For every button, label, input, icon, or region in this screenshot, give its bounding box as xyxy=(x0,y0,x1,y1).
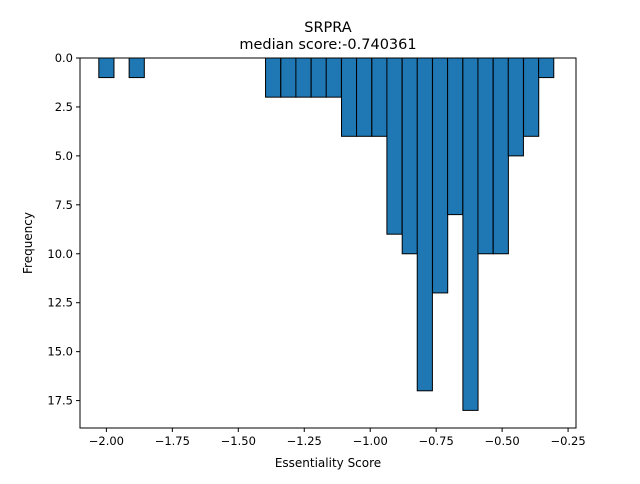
histogram-bar xyxy=(265,57,282,98)
x-tick-label: −0.75 xyxy=(419,434,454,448)
histogram-bar xyxy=(401,57,418,255)
x-tick-label: −1.00 xyxy=(353,434,388,448)
x-tick-label: −1.25 xyxy=(287,434,322,448)
x-tick-label: −2.00 xyxy=(89,434,124,448)
y-tick-label: 7.5 xyxy=(55,198,73,212)
histogram-bar xyxy=(295,57,312,98)
histogram-bar xyxy=(492,57,509,255)
y-tick-label: 5.0 xyxy=(55,149,73,163)
x-tick-label: −1.50 xyxy=(221,434,256,448)
histogram-bar xyxy=(98,57,115,79)
x-axis-label: Essentiality Score xyxy=(275,456,381,470)
histogram-bar xyxy=(432,57,449,294)
y-tick-label: 10.0 xyxy=(47,247,73,261)
histogram-bar xyxy=(128,57,145,79)
x-axis: −2.00 −1.75 −1.50 −1.25 −1.00 −0.75 −0.50 −0.25 xyxy=(89,428,586,448)
y-tick-label: 12.5 xyxy=(47,296,73,310)
histogram-bar xyxy=(462,57,479,411)
histogram-bar xyxy=(280,57,297,98)
chart-title: SRPRA xyxy=(304,20,352,36)
x-tick-label: −0.25 xyxy=(550,434,585,448)
histogram-bar xyxy=(356,57,373,137)
y-tick-label: 2.5 xyxy=(55,100,73,114)
histogram-bar xyxy=(386,57,403,235)
chart-subtitle: median score:-0.740361 xyxy=(239,37,416,53)
histogram-bar xyxy=(507,57,524,157)
y-tick-label: 0.0 xyxy=(55,51,73,65)
y-tick-label: 17.5 xyxy=(47,394,73,408)
histogram-bar xyxy=(416,57,433,392)
y-axis-label: Frequency xyxy=(21,212,35,274)
histogram-bar xyxy=(447,57,464,216)
histogram-bar xyxy=(371,57,388,137)
bars-group xyxy=(98,57,555,411)
x-tick-label: −1.75 xyxy=(155,434,190,448)
histogram-bar xyxy=(538,57,555,79)
histogram-bar xyxy=(341,57,358,137)
y-axis: 0.0 2.5 5.0 7.5 10.0 12.5 15.0 17.5 xyxy=(47,51,80,408)
histogram-bar xyxy=(325,57,342,98)
histogram-bar xyxy=(523,57,540,137)
histogram-bar xyxy=(477,57,494,255)
histogram-bar xyxy=(310,57,327,98)
y-tick-label: 15.0 xyxy=(47,345,73,359)
plot-area-frame xyxy=(79,57,577,429)
x-tick-label: −0.50 xyxy=(485,434,520,448)
